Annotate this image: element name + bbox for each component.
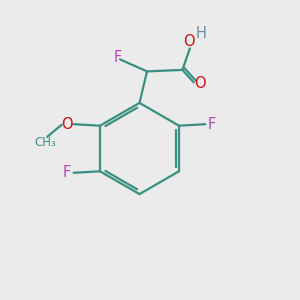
Text: O: O xyxy=(61,117,73,132)
Text: O: O xyxy=(194,76,206,92)
Text: F: F xyxy=(113,50,122,64)
Text: F: F xyxy=(63,165,71,180)
Text: H: H xyxy=(196,26,207,41)
Text: O: O xyxy=(184,34,195,49)
Text: F: F xyxy=(208,117,216,132)
Text: CH₃: CH₃ xyxy=(34,136,56,149)
